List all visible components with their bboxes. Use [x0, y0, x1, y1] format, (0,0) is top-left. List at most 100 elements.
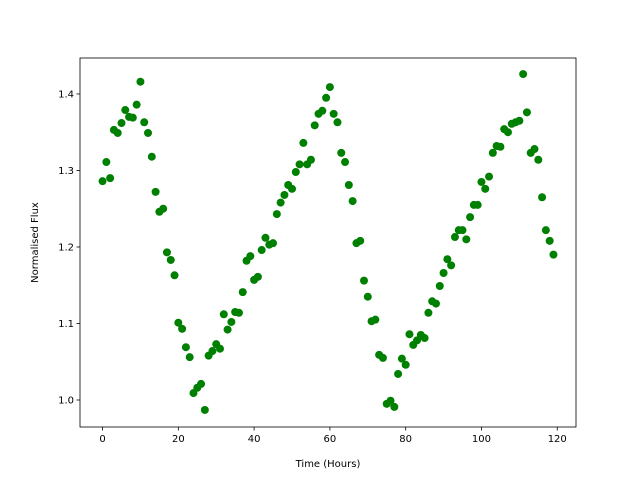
point: [424, 308, 433, 317]
point: [443, 255, 452, 264]
point: [344, 181, 353, 190]
point: [178, 324, 187, 333]
point: [386, 396, 395, 405]
point: [515, 116, 524, 125]
point: [348, 197, 357, 206]
x-tick-label: 60: [324, 434, 337, 445]
point: [485, 172, 494, 181]
point: [162, 248, 171, 257]
y-tick-label: 1.0: [58, 395, 74, 406]
point: [322, 93, 331, 102]
x-tick-label: 40: [248, 434, 261, 445]
point: [318, 106, 327, 115]
point: [140, 118, 149, 127]
point: [549, 250, 558, 259]
point: [477, 177, 486, 186]
point: [174, 318, 183, 327]
y-axis-label: Normalised Flux: [30, 202, 41, 283]
point: [170, 271, 179, 280]
point: [132, 100, 141, 109]
point: [519, 70, 528, 79]
point: [291, 167, 300, 176]
point: [295, 160, 304, 169]
point: [166, 255, 175, 264]
point: [181, 343, 190, 352]
point: [299, 138, 308, 147]
point: [329, 109, 338, 118]
point: [200, 405, 209, 414]
point: [325, 83, 334, 92]
x-axis-label: Time (Hours): [295, 459, 361, 470]
point: [341, 158, 350, 167]
point: [208, 347, 217, 356]
point: [356, 236, 365, 245]
point: [102, 158, 111, 167]
point: [280, 190, 289, 199]
point: [234, 308, 243, 317]
point: [466, 213, 475, 222]
y-tick-label: 1.3: [58, 166, 74, 177]
point: [450, 233, 459, 242]
x-tick-label: 0: [99, 434, 105, 445]
x-tick-label: 120: [548, 434, 567, 445]
point: [397, 354, 406, 363]
x-tick-label: 20: [172, 434, 185, 445]
point: [439, 268, 448, 277]
point: [272, 210, 281, 219]
point: [378, 353, 387, 362]
point: [545, 236, 554, 245]
point: [151, 187, 160, 196]
point: [159, 204, 168, 213]
point: [219, 310, 228, 319]
point: [98, 177, 107, 186]
point: [121, 106, 130, 115]
y-tick-label: 1.2: [58, 242, 74, 253]
point: [401, 360, 410, 369]
point: [216, 344, 225, 353]
point: [420, 334, 429, 343]
point: [431, 299, 440, 308]
point: [337, 148, 346, 157]
point: [227, 317, 236, 326]
point: [371, 315, 380, 324]
point: [310, 121, 319, 130]
y-tick-label: 1.4: [58, 89, 74, 100]
point: [147, 152, 156, 161]
point: [306, 155, 315, 164]
point: [257, 246, 266, 255]
y-tick-label: 1.1: [58, 319, 74, 330]
point: [405, 330, 414, 339]
point: [503, 128, 512, 137]
point: [113, 128, 122, 137]
point: [136, 77, 145, 86]
point: [253, 272, 262, 281]
point: [246, 252, 255, 261]
point: [197, 379, 206, 388]
point: [435, 281, 444, 290]
x-tick-label: 100: [472, 434, 491, 445]
point: [269, 239, 278, 248]
point: [534, 155, 543, 164]
point: [117, 119, 126, 128]
point: [394, 369, 403, 378]
point: [530, 145, 539, 154]
point: [363, 292, 372, 301]
point: [185, 353, 194, 362]
point: [496, 142, 505, 151]
point: [473, 200, 482, 209]
point: [223, 325, 232, 334]
point: [481, 184, 490, 193]
plot-frame: [79, 57, 577, 428]
point: [359, 276, 368, 285]
point: [238, 288, 247, 297]
point: [106, 174, 115, 183]
point: [541, 226, 550, 235]
point: [488, 148, 497, 157]
point: [276, 198, 285, 207]
point: [447, 261, 456, 270]
point: [538, 193, 547, 202]
point: [522, 108, 531, 117]
point: [333, 118, 342, 127]
point: [390, 402, 399, 411]
